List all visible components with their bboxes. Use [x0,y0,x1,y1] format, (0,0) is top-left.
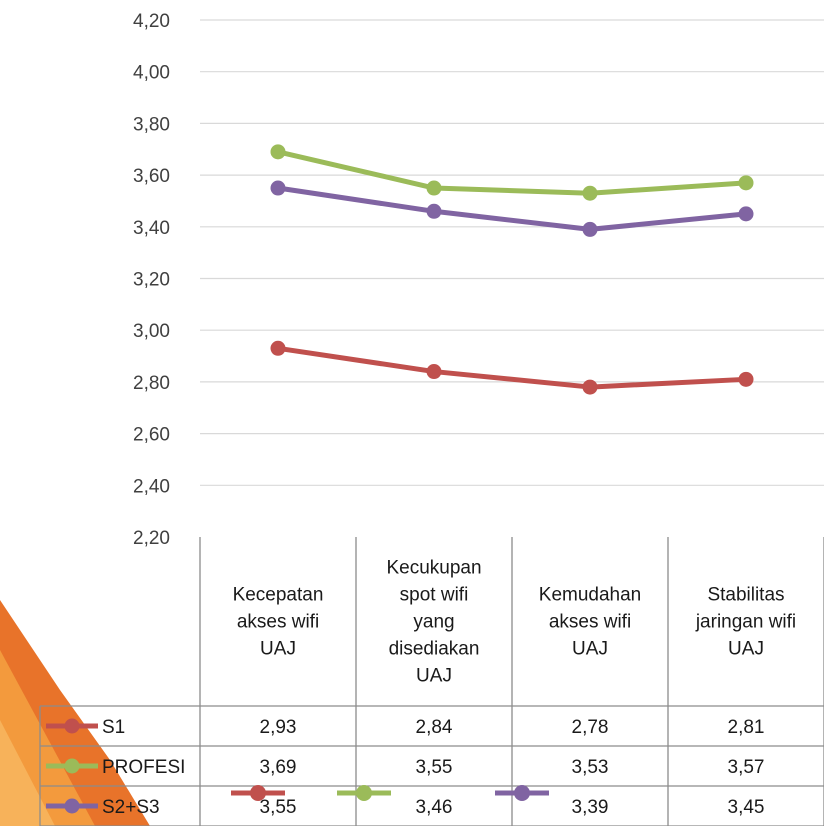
data-point [270,340,286,356]
data-point [426,180,442,196]
category-label-line: UAJ [260,639,296,660]
data-point [270,144,286,160]
y-tick-label: 3,20 [133,270,170,291]
series-line [277,185,747,232]
data-point [582,185,598,201]
legend-markers-row [231,785,549,801]
data-value-cell: 2,84 [416,717,453,738]
category-label-line: yang [413,612,454,633]
data-value-cell: 2,93 [260,717,297,738]
data-value-cell: 2,81 [728,717,765,738]
y-tick-label: 2,60 [133,425,170,446]
legend-key-marker [64,718,80,734]
data-value-cell: 3,57 [728,757,765,778]
stray-legend-marker [514,785,530,801]
series-line [277,149,747,196]
y-tick-label: 3,60 [133,166,170,187]
category-label-line: UAJ [572,639,608,660]
y-axis-tick-labels: 2,20 2,40 2,60 2,80 3,00 3,20 3,40 3,60 3,80 4,00… [133,11,170,549]
data-point [270,180,286,196]
data-value-cell: 3,69 [260,757,297,778]
legend-series-name: S2+S3 [102,797,160,818]
data-point [582,221,598,237]
series-line [277,345,747,390]
data-value-cell: 3,46 [416,797,453,818]
y-tick-label: 3,00 [133,321,170,342]
data-value-cell: 3,55 [416,757,453,778]
y-tick-label: 3,40 [133,218,170,239]
category-label-line: disediakan [389,639,480,660]
y-tick-label: 2,80 [133,373,170,394]
legend-series-name: S1 [102,717,125,738]
category-label-line: Kecepatan [233,585,324,606]
y-tick-label: 2,40 [133,476,170,497]
stray-legend-marker [356,785,372,801]
category-label-line: Kemudahan [539,585,641,606]
category-label-line: jaringan wifi [695,612,796,633]
category-label-line: spot wifi [400,585,469,606]
legend-key-marker [64,798,80,814]
category-label-line: akses wifi [237,612,319,633]
category-label: Kecepatan akses wifi UAJ [233,585,324,660]
data-value-cell: 3,55 [260,797,297,818]
y-tick-label: 2,20 [133,528,170,549]
data-point [426,364,442,380]
category-label-line: Kecukupan [386,558,481,579]
category-label: Kecukupan spot wifi yang disediakan UAJ [386,558,481,687]
data-point [738,206,754,222]
category-label: Kemudahan akses wifi UAJ [539,585,641,660]
data-point [582,379,598,395]
data-point [738,175,754,191]
y-tick-label: 4,00 [133,63,170,84]
legend-series-name: PROFESI [102,757,185,778]
stray-legend-marker [250,785,266,801]
category-label-line: Stabilitas [707,585,784,606]
data-table: Kecepatan akses wifi UAJ Kecukupan spot wifi… [39,537,824,826]
y-tick-label: 4,20 [133,11,170,32]
data-value-cell: 3,39 [572,797,609,818]
data-value-cell: 2,78 [572,717,609,738]
category-label-line: UAJ [416,666,452,687]
y-tick-label: 3,80 [133,114,170,135]
data-point [426,203,442,219]
series-lines [270,144,754,395]
gridlines [200,19,824,486]
data-value-cell: 3,53 [572,757,609,778]
category-label: Stabilitas jaringan wifi UAJ [695,585,796,660]
legend-key-marker [64,758,80,774]
data-point [738,371,754,387]
category-label-line: akses wifi [549,612,631,633]
category-label-line: UAJ [728,639,764,660]
data-value-cell: 3,45 [728,797,765,818]
